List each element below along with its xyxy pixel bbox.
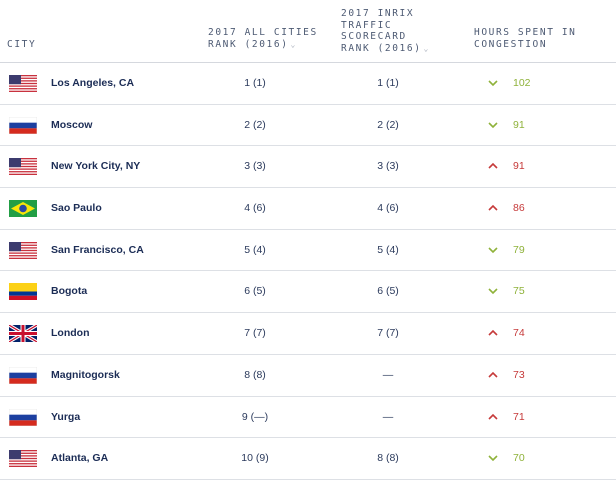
- city-name: New York City, NY: [51, 160, 141, 173]
- usa-flag-icon: [9, 75, 37, 92]
- hours-in-congestion: 91: [513, 118, 525, 131]
- usa-flag-icon: [9, 241, 37, 259]
- chevron-down-icon: ⌄: [290, 39, 296, 49]
- table-row: Yurga 9 (—) — 71: [0, 397, 616, 439]
- uk-flag-icon: [9, 325, 37, 343]
- colombia-flag-icon: [9, 283, 37, 301]
- arrow-down-icon: [487, 76, 499, 88]
- table-row: New York City, NY 3 (3) 3 (3) 91: [0, 146, 616, 189]
- city-name: Yurga: [51, 410, 81, 423]
- table-row: San Francisco, CA 5 (4) 5 (4) 79: [0, 230, 616, 272]
- inrix-rank: 7 (7): [377, 327, 399, 340]
- hours-in-congestion: 91: [513, 160, 525, 173]
- header-hours[interactable]: HOURS SPENT IN CONGESTION: [474, 27, 577, 50]
- all-cities-rank: 3 (3): [244, 160, 266, 173]
- header-inrix-rank[interactable]: 2017 INRIX TRAFFIC SCORECARD RANK (2016)…: [341, 8, 461, 54]
- russia-flag-icon: [9, 408, 37, 426]
- hours-in-congestion: 86: [513, 202, 525, 215]
- table-body: Los Angeles, CA 1 (1) 1 (1) 102 Moscow 2 (2) 2…: [0, 63, 616, 480]
- all-cities-rank: 5 (4): [244, 243, 266, 256]
- inrix-rank: 4 (6): [377, 202, 399, 215]
- arrow-up-icon: [487, 159, 499, 171]
- header-inrix-label: 2017 INRIX TRAFFIC SCORECARD RANK (2016): [341, 8, 422, 54]
- header-rank[interactable]: 2017 ALL CITIES RANK (2016) ⌄: [208, 27, 328, 50]
- arrow-down-icon: [487, 118, 499, 130]
- table-header: CITY 2017 ALL CITIES RANK (2016) ⌄ 2017 I…: [0, 0, 616, 63]
- table-row: Bogota 6 (5) 6 (5) 75: [0, 271, 616, 314]
- arrow-up-icon: [487, 326, 499, 338]
- all-cities-rank: 1 (1): [244, 77, 266, 89]
- table-row: Los Angeles, CA 1 (1) 1 (1) 102: [0, 63, 616, 105]
- all-cities-rank: 8 (8): [244, 368, 266, 381]
- all-cities-rank: 2 (2): [244, 118, 266, 131]
- arrow-up-icon: [487, 368, 499, 380]
- city-name: Sao Paulo: [51, 202, 102, 215]
- inrix-rank: 8 (8): [377, 452, 399, 465]
- all-cities-rank: 4 (6): [244, 202, 266, 215]
- brazil-flag-icon: [9, 200, 37, 218]
- table-row: London 7 (7) 7 (7) 74: [0, 313, 616, 355]
- hours-in-congestion: 73: [513, 368, 525, 381]
- hours-in-congestion: 71: [513, 410, 525, 423]
- inrix-rank: 2 (2): [377, 118, 399, 131]
- arrow-up-icon: [487, 410, 499, 422]
- hours-in-congestion: 75: [513, 285, 525, 298]
- inrix-rank: 6 (5): [377, 285, 399, 298]
- table-row: Atlanta, GA 10 (9) 8 (8) 70: [0, 438, 616, 480]
- city-name: Magnitogorsk: [51, 368, 120, 381]
- city-name: London: [51, 327, 90, 340]
- arrow-down-icon: [487, 284, 499, 296]
- hours-in-congestion: 74: [513, 327, 525, 340]
- all-cities-rank: 9 (—): [241, 410, 269, 423]
- table-row: Moscow 2 (2) 2 (2) 91: [0, 105, 616, 147]
- city-name: Los Angeles, CA: [51, 77, 135, 89]
- header-rank-label: 2017 ALL CITIES RANK (2016): [208, 27, 318, 50]
- header-city[interactable]: CITY: [7, 39, 37, 50]
- hours-in-congestion: 70: [513, 452, 525, 465]
- table-row: Sao Paulo 4 (6) 4 (6) 86: [0, 188, 616, 230]
- arrow-down-icon: [487, 451, 499, 463]
- city-name: San Francisco, CA: [51, 243, 144, 256]
- inrix-rank: —: [382, 368, 394, 381]
- city-name: Bogota: [51, 285, 88, 298]
- usa-flag-icon: [9, 158, 37, 176]
- usa-flag-icon: [9, 450, 37, 468]
- city-name: Atlanta, GA: [51, 452, 109, 465]
- hours-in-congestion: 102: [513, 77, 531, 89]
- city-name: Moscow: [51, 118, 93, 131]
- russia-flag-icon: [9, 116, 37, 134]
- inrix-rank: 1 (1): [377, 77, 399, 89]
- all-cities-rank: 6 (5): [244, 285, 266, 298]
- arrow-up-icon: [487, 201, 499, 213]
- inrix-rank: 5 (4): [377, 243, 399, 256]
- table-row: Magnitogorsk 8 (8) — 73: [0, 355, 616, 397]
- inrix-rank: 3 (3): [377, 160, 399, 173]
- inrix-rank: —: [382, 410, 394, 423]
- hours-in-congestion: 79: [513, 243, 525, 256]
- russia-flag-icon: [9, 366, 37, 384]
- arrow-down-icon: [487, 243, 499, 255]
- all-cities-rank: 10 (9): [241, 452, 269, 465]
- chevron-down-icon: ⌄: [423, 43, 429, 53]
- all-cities-rank: 7 (7): [244, 327, 266, 340]
